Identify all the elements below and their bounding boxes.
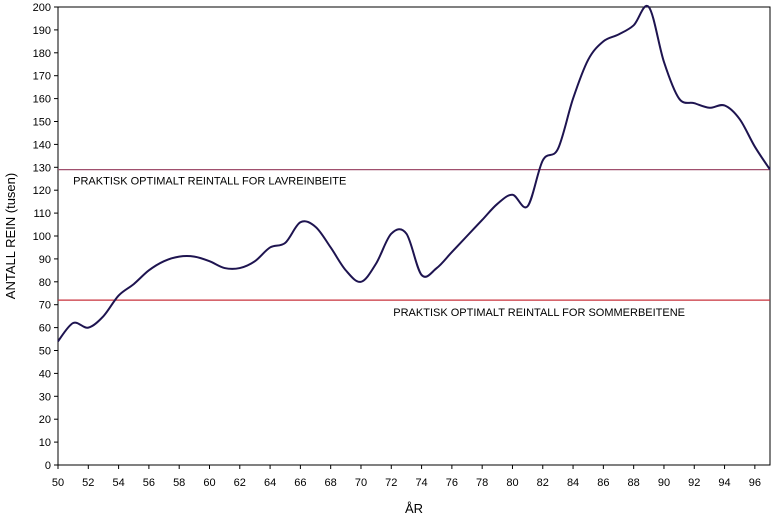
x-tick-label: 64 bbox=[264, 477, 276, 489]
x-tick-label: 72 bbox=[385, 477, 397, 489]
y-tick-label: 140 bbox=[33, 139, 51, 151]
x-tick-label: 78 bbox=[476, 477, 488, 489]
x-tick-label: 54 bbox=[112, 477, 124, 489]
x-tick-label: 94 bbox=[718, 477, 730, 489]
x-tick-label: 88 bbox=[628, 477, 640, 489]
y-tick-label: 30 bbox=[39, 391, 51, 403]
plot-border bbox=[57, 6, 771, 466]
x-tick-label: 86 bbox=[597, 477, 609, 489]
plot-area bbox=[57, 6, 771, 466]
reference-lines: PRAKTISK OPTIMALT REINTALL FOR LAVREINBE… bbox=[58, 168, 770, 319]
y-tick-label: 160 bbox=[33, 94, 51, 106]
x-tick-label: 90 bbox=[658, 477, 670, 489]
y-tick-label: 90 bbox=[39, 254, 51, 266]
reference-line-label: PRAKTISK OPTIMALT REINTALL FOR LAVREINBE… bbox=[73, 176, 346, 188]
x-tick-label: 52 bbox=[82, 477, 94, 489]
y-tick-label: 150 bbox=[33, 117, 51, 129]
series-line bbox=[57, 4, 771, 342]
x-tick-label: 50 bbox=[52, 477, 64, 489]
y-tick-label: 80 bbox=[39, 277, 51, 289]
x-tick-label: 82 bbox=[537, 477, 549, 489]
y-tick-label: 120 bbox=[33, 185, 51, 197]
x-axis-title: ÅR bbox=[405, 501, 423, 516]
x-tick-label: 76 bbox=[446, 477, 458, 489]
x-tick-label: 56 bbox=[143, 477, 155, 489]
y-tick-label: 170 bbox=[33, 71, 51, 83]
y-tick-label: 200 bbox=[33, 2, 51, 14]
reference-line-label: PRAKTISK OPTIMALT REINTALL FOR SOMMERBEI… bbox=[393, 307, 685, 319]
y-tick-label: 110 bbox=[33, 208, 51, 220]
y-tick-label: 60 bbox=[39, 323, 51, 335]
series-group bbox=[57, 4, 771, 342]
y-tick-label: 40 bbox=[39, 368, 51, 380]
x-tick-label: 74 bbox=[415, 477, 427, 489]
x-tick-label: 80 bbox=[506, 477, 518, 489]
x-axis: 50 52 54 56 58 60 62 64 66 68 70 72 74 76 78 80 82 84 86 88… bbox=[52, 465, 761, 489]
y-tick-label: 70 bbox=[39, 300, 51, 312]
y-tick-label: 180 bbox=[33, 48, 51, 60]
x-tick-label: 68 bbox=[325, 477, 337, 489]
x-tick-label: 92 bbox=[688, 477, 700, 489]
x-tick-label: 62 bbox=[234, 477, 246, 489]
y-axis-title: ANTALL REIN (tusen) bbox=[3, 173, 18, 299]
y-tick-label: 190 bbox=[33, 25, 51, 37]
y-tick-label: 10 bbox=[39, 437, 51, 449]
x-tick-label: 70 bbox=[355, 477, 367, 489]
x-tick-label: 60 bbox=[203, 477, 215, 489]
y-axis: 0 10 20 30 40 50 60 70 80 90 100 110 120 130 140 150 160… bbox=[33, 2, 58, 472]
y-tick-label: 50 bbox=[39, 346, 51, 358]
x-tick-label: 84 bbox=[567, 477, 579, 489]
x-tick-label: 96 bbox=[749, 477, 761, 489]
x-tick-label: 58 bbox=[173, 477, 185, 489]
x-tick-label: 66 bbox=[294, 477, 306, 489]
y-tick-label: 0 bbox=[45, 460, 51, 472]
y-tick-label: 20 bbox=[39, 414, 51, 426]
y-tick-label: 130 bbox=[33, 162, 51, 174]
y-tick-label: 100 bbox=[33, 231, 51, 243]
